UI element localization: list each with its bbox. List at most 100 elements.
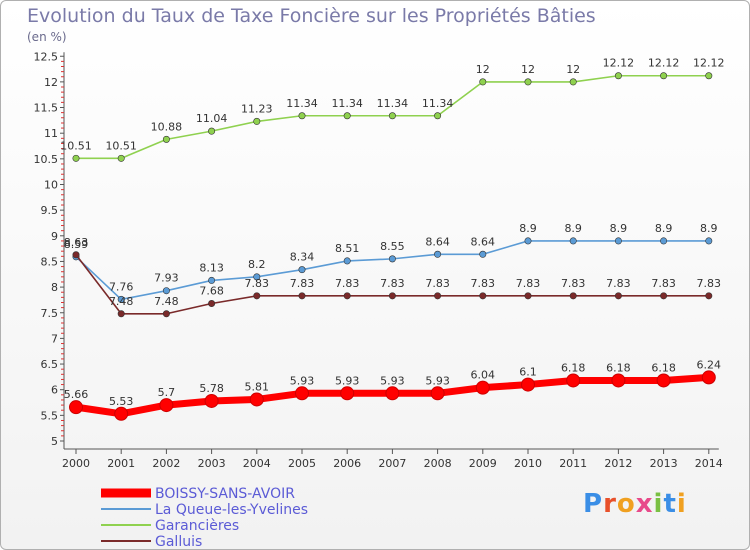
data-label: 11.34 xyxy=(331,97,363,110)
x-tick-label: 2005 xyxy=(288,457,316,470)
data-point xyxy=(208,276,216,284)
data-point xyxy=(162,135,170,143)
logo-letter: r xyxy=(603,489,617,519)
data-label: 7.83 xyxy=(425,277,450,290)
data-label: 7.93 xyxy=(154,272,179,285)
data-point xyxy=(343,257,351,265)
data-label: 6.04 xyxy=(471,369,496,382)
data-label: 7.68 xyxy=(199,285,224,298)
y-tick-label: 6 xyxy=(51,384,58,397)
data-label: 10.51 xyxy=(60,139,92,152)
data-label: 7.83 xyxy=(606,277,631,290)
data-point xyxy=(701,370,716,385)
data-point xyxy=(204,393,219,408)
data-label: 7.83 xyxy=(471,277,496,290)
proxiti-logo: Proxiti xyxy=(583,489,687,519)
x-tick-label: 2010 xyxy=(514,457,542,470)
data-label: 10.88 xyxy=(151,120,183,133)
data-point xyxy=(340,386,355,401)
data-point xyxy=(479,292,487,300)
y-tick-label: 12 xyxy=(44,76,58,89)
y-tick-label: 8 xyxy=(51,281,58,294)
data-point xyxy=(162,310,170,318)
data-point xyxy=(208,300,216,308)
data-point xyxy=(479,78,487,86)
data-label: 8.64 xyxy=(425,235,450,248)
data-point xyxy=(660,237,668,245)
data-label: 7.76 xyxy=(109,280,134,293)
y-tick-label: 6.5 xyxy=(41,358,59,371)
data-label: 11.34 xyxy=(377,97,409,110)
x-tick-label: 2002 xyxy=(152,457,180,470)
data-point xyxy=(253,273,261,281)
data-label: 11.34 xyxy=(422,97,454,110)
data-label: 11.34 xyxy=(286,97,318,110)
data-label: 8.9 xyxy=(564,222,582,235)
data-label: 7.83 xyxy=(697,277,722,290)
logo-letter: x xyxy=(635,489,654,519)
data-point xyxy=(69,400,83,415)
data-point xyxy=(656,373,671,388)
data-point xyxy=(343,292,351,300)
x-tick-label: 2001 xyxy=(107,457,135,470)
data-point xyxy=(614,292,622,300)
data-label: 8.9 xyxy=(655,222,673,235)
data-point xyxy=(434,112,442,120)
x-tick-label: 2011 xyxy=(559,457,587,470)
data-point xyxy=(566,373,581,388)
x-tick-label: 2008 xyxy=(424,457,452,470)
data-label: 7.83 xyxy=(380,277,405,290)
data-label: 10.51 xyxy=(105,139,137,152)
data-point xyxy=(524,78,532,86)
data-point xyxy=(295,386,309,401)
chart-subtitle: (en %) xyxy=(27,30,67,44)
legend-label: Garancières xyxy=(155,518,239,534)
data-label: 7.83 xyxy=(651,277,676,290)
x-tick-label: 2009 xyxy=(469,457,497,470)
legend-label: BOISSY-SANS-AVOIR xyxy=(155,486,295,502)
y-tick-label: 11.5 xyxy=(34,102,59,115)
data-point xyxy=(524,237,532,245)
y-tick-label: 9 xyxy=(51,230,58,243)
data-point xyxy=(475,380,490,395)
y-tick-label: 9.5 xyxy=(41,204,59,217)
data-point xyxy=(388,255,396,263)
data-point xyxy=(705,292,713,300)
data-label: 12.12 xyxy=(603,57,635,70)
data-label: 8.9 xyxy=(519,222,537,235)
data-label: 7.83 xyxy=(516,277,541,290)
data-label: 8.13 xyxy=(199,261,224,274)
data-point xyxy=(114,406,129,421)
data-point xyxy=(249,392,264,407)
data-point xyxy=(343,112,351,120)
logo-letter: i xyxy=(676,489,687,519)
data-label: 8.2 xyxy=(248,258,266,271)
y-tick-label: 5 xyxy=(51,435,58,448)
data-point xyxy=(705,237,713,245)
data-point xyxy=(569,237,577,245)
y-tick-label: 7.5 xyxy=(41,307,59,320)
data-label: 8.63 xyxy=(64,236,89,249)
data-label: 5.93 xyxy=(335,374,360,387)
data-label: 8.59 xyxy=(64,238,89,251)
logo-letter: t xyxy=(663,489,677,519)
data-point xyxy=(614,72,622,80)
data-label: 5.66 xyxy=(64,388,89,401)
data-label: 12 xyxy=(476,63,490,76)
x-tick-label: 2000 xyxy=(62,457,90,470)
y-tick-label: 10.5 xyxy=(34,153,59,166)
legend-label: La Queue-les-Yvelines xyxy=(155,502,308,518)
data-label: 7.83 xyxy=(335,277,360,290)
data-label: 5.93 xyxy=(380,374,405,387)
y-tick-label: 7 xyxy=(51,332,58,345)
data-label: 5.81 xyxy=(245,380,270,393)
x-tick-label: 2003 xyxy=(198,457,226,470)
data-point xyxy=(159,398,174,413)
logo-letter: P xyxy=(583,489,604,519)
data-point xyxy=(208,127,216,135)
chart-title: Evolution du Taux de Taxe Foncière sur l… xyxy=(27,5,596,27)
data-point xyxy=(117,295,125,303)
data-point xyxy=(117,154,125,162)
x-tick-label: 2012 xyxy=(604,457,632,470)
data-label: 12 xyxy=(521,63,535,76)
